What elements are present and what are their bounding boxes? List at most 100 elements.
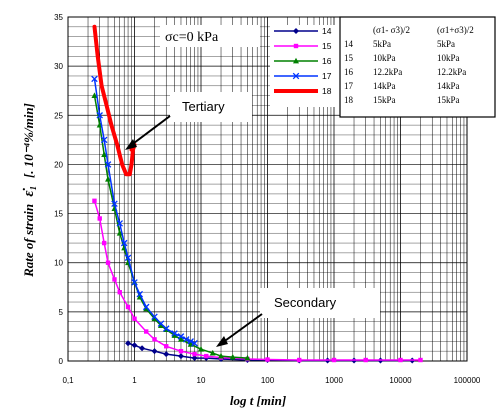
data-point-15 — [178, 348, 184, 354]
condition-label-box — [160, 25, 260, 47]
table-cell: 14kPa — [373, 81, 396, 91]
data-point-17 — [124, 254, 132, 262]
table-cell: 10kPa — [437, 53, 460, 63]
series-line-16 — [93, 94, 249, 359]
data-point-16 — [218, 352, 225, 359]
data-point-15 — [144, 329, 149, 334]
data-point-17 — [116, 220, 124, 227]
data-point-17 — [120, 239, 128, 247]
data-point-15 — [204, 353, 209, 359]
legend-marker-14 — [293, 28, 299, 34]
data-point-16 — [209, 349, 216, 356]
data-point-17 — [157, 320, 165, 327]
data-point-14 — [191, 355, 198, 362]
x-tick-label: 100 — [261, 376, 275, 385]
data-point-17 — [162, 325, 170, 332]
data-point-16 — [151, 315, 158, 322]
condition-label: σc=0 kPa — [165, 30, 219, 45]
table-cell: 5kPa — [373, 39, 391, 49]
series-line-15 — [93, 200, 422, 361]
data-point-15 — [92, 198, 97, 203]
data-point-14 — [151, 348, 158, 355]
data-point-16 — [229, 353, 236, 360]
data-point-16 — [157, 322, 164, 329]
data-point-17 — [136, 290, 144, 298]
y-tick-label: 5 — [59, 308, 64, 317]
y-tick-label: 35 — [54, 13, 63, 22]
legend-marker-16 — [293, 57, 299, 64]
y-axis-label-symbol: ε̇₁ — [21, 185, 37, 196]
data-point-15 — [418, 357, 423, 363]
data-point-15 — [152, 337, 157, 342]
y-axis-label-unit: [. 10⁻⁴%/min] — [21, 103, 36, 178]
data-point-14 — [131, 342, 138, 349]
data-point-17 — [171, 330, 178, 337]
data-point-15 — [132, 316, 137, 321]
y-tick-label: 30 — [54, 62, 63, 71]
x-tick-label: 1000 — [325, 376, 343, 385]
y-axis-label-prefix: Rate of strain — [21, 204, 36, 278]
y-axis-label: Rate of strain ε̇₁ [. 10⁻⁴%/min] — [21, 103, 37, 278]
data-point-16 — [143, 305, 150, 312]
data-point-16 — [105, 175, 112, 182]
legend-label-14: 14 — [322, 26, 332, 36]
legend-label-16: 16 — [322, 56, 332, 66]
y-tick-label: 20 — [54, 160, 63, 169]
data-point-17 — [104, 161, 112, 168]
x-tick-labels: 0,1 1 10 100 1000 10000 100000 — [62, 376, 480, 385]
data-point-17 — [177, 333, 185, 340]
table-cell: 15 — [344, 53, 354, 63]
data-point-17 — [100, 136, 108, 144]
series-group — [91, 24, 423, 364]
table-cell: 14 — [344, 39, 354, 49]
annotation-tertiary: Tertiary — [182, 99, 225, 114]
y-tick-label: 10 — [54, 259, 63, 268]
data-point-16 — [171, 332, 178, 338]
data-point-15 — [164, 344, 169, 349]
y-tick-labels: 0 5 10 15 20 25 30 35 — [54, 13, 63, 366]
table-header-mean: (σ1+σ3)/2 — [437, 25, 474, 35]
table-cell: 12.2kPa — [373, 67, 402, 77]
data-point-17 — [96, 112, 103, 119]
data-point-16 — [177, 336, 184, 342]
data-point-17 — [131, 279, 138, 286]
table-cell: 18 — [344, 95, 354, 105]
data-point-16 — [101, 151, 108, 157]
x-axis-label: log t [min] — [230, 393, 286, 408]
table-header-shear: (σ1- σ3)/2 — [373, 25, 410, 35]
table-cell: 15kPa — [437, 95, 460, 105]
table-cell: 12.2kPa — [437, 67, 466, 77]
data-point-17 — [142, 303, 150, 311]
legend-label-15: 15 — [322, 41, 332, 51]
legend: 14 15 16 17 18 — [270, 25, 340, 107]
y-tick-label: 0 — [59, 357, 64, 366]
annotation-tertiary-box — [170, 92, 252, 122]
data-point-15 — [125, 304, 131, 310]
data-point-15 — [97, 216, 102, 221]
table-cell: 17 — [344, 81, 354, 91]
data-point-15 — [398, 357, 403, 363]
annotation-secondary-box — [260, 288, 380, 318]
data-point-15 — [297, 357, 302, 363]
data-point-16 — [198, 346, 204, 352]
legend-marker-15 — [293, 43, 299, 49]
data-point-14 — [125, 340, 132, 347]
data-point-16 — [116, 230, 123, 236]
y-tick-label: 15 — [54, 210, 63, 219]
data-point-14 — [163, 351, 170, 358]
data-point-15 — [363, 357, 368, 363]
data-point-17 — [182, 336, 190, 343]
y-axis-label-group: Rate of strain ε̇₁ [. 10⁻⁴%/min] — [21, 103, 37, 278]
annotation-secondary-arrow — [216, 313, 263, 347]
table-cell: 15kPa — [373, 95, 396, 105]
data-point-15 — [112, 277, 117, 282]
x-tick-label: 10 — [197, 376, 206, 385]
legend-marker-17 — [292, 72, 300, 80]
stress-table: (σ1- σ3)/2 (σ1+σ3)/2 14 5kPa 5kPa 15 10kPa 10… — [339, 16, 496, 118]
data-point-17 — [151, 313, 158, 321]
x-tick-label: 1 — [132, 376, 137, 385]
table-cell: 16 — [344, 67, 354, 77]
data-point-17 — [191, 340, 198, 347]
data-point-15 — [101, 240, 107, 246]
